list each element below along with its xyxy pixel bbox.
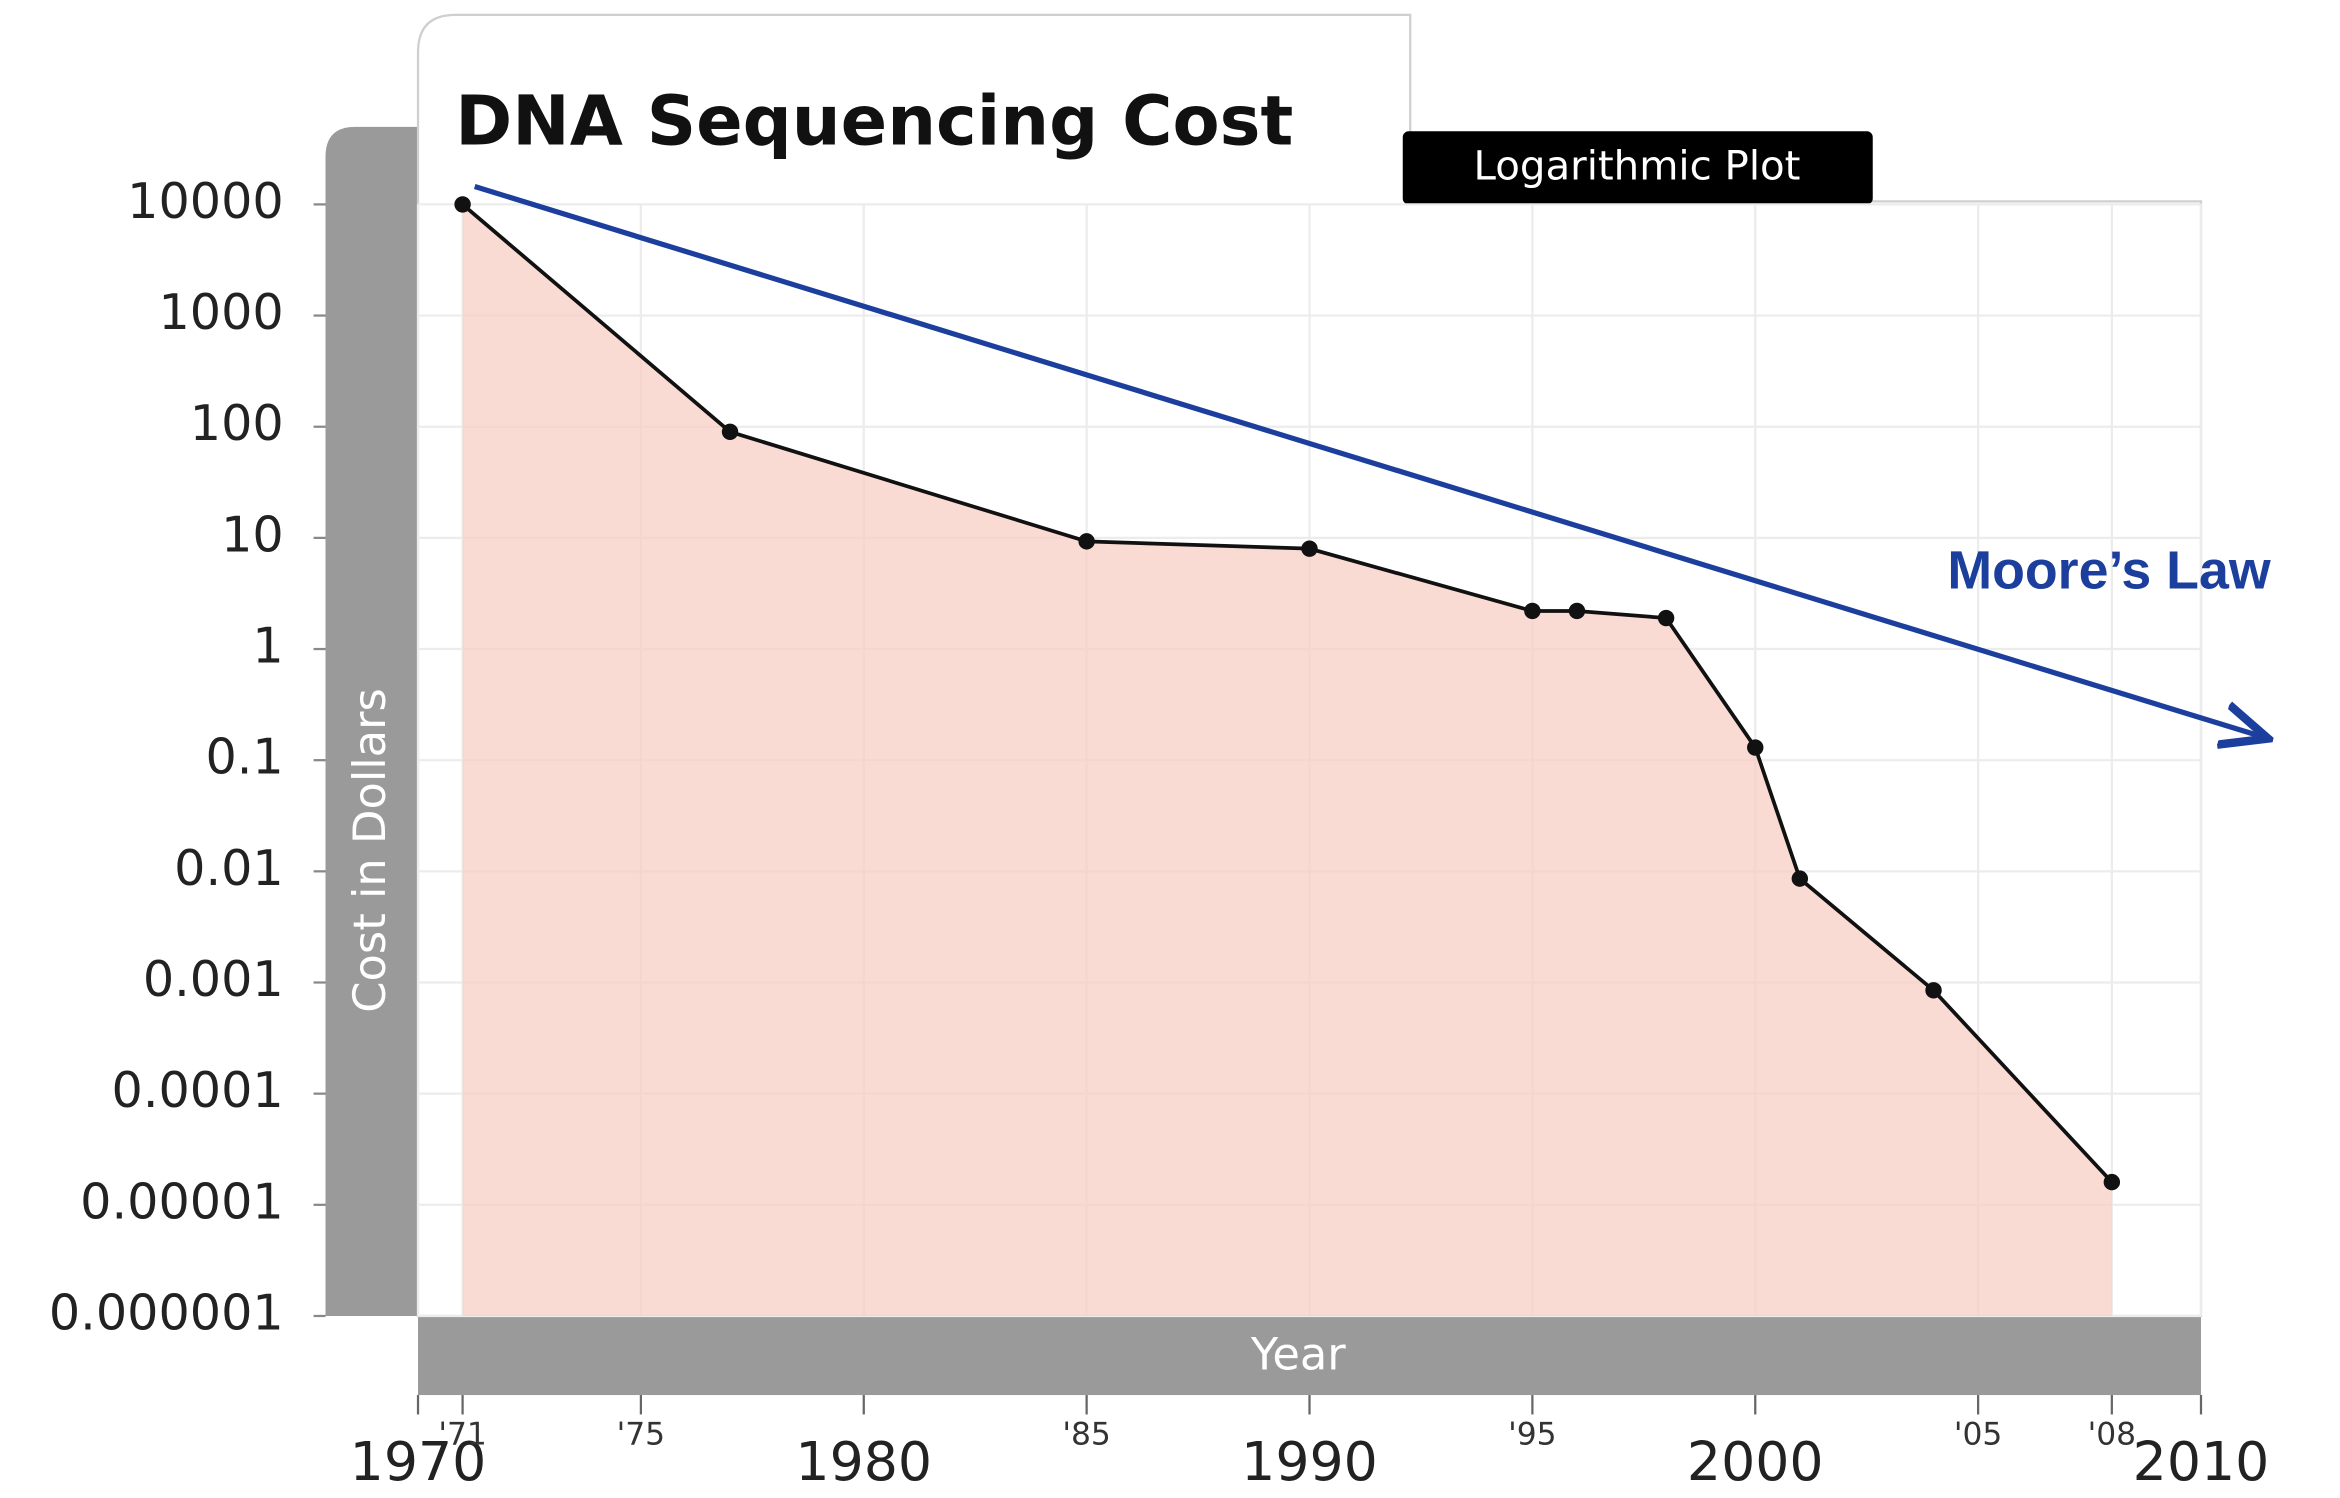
y-tick-label: 0.01 bbox=[174, 839, 284, 897]
x-tick-label: '75 bbox=[617, 1416, 665, 1452]
y-tick-label: 0.1 bbox=[205, 728, 283, 786]
point bbox=[1658, 610, 1674, 626]
x-tick-label: 2000 bbox=[1687, 1430, 1824, 1493]
point bbox=[1925, 982, 1941, 998]
y-tick-label: 10000 bbox=[127, 172, 284, 230]
point bbox=[1078, 533, 1094, 549]
point bbox=[1301, 540, 1317, 556]
chart-title: DNA Sequencing Cost bbox=[455, 81, 1293, 161]
y-tick-label: 0.00001 bbox=[80, 1172, 284, 1230]
y-tick-label: 1 bbox=[252, 617, 283, 675]
point bbox=[2104, 1174, 2120, 1190]
annotation: Moore’s Law bbox=[1947, 541, 2270, 601]
x-tick-label: '95 bbox=[1508, 1416, 1556, 1452]
x-tick-label: '71 bbox=[438, 1416, 486, 1452]
point bbox=[1569, 603, 1585, 619]
chart: DNA Sequencing Cost Logarithmic Plot Yea… bbox=[0, 0, 2340, 1498]
x-tick-label: '85 bbox=[1062, 1416, 1110, 1452]
y-tick-label: 0.000001 bbox=[49, 1283, 284, 1341]
point bbox=[1747, 739, 1763, 755]
x-axis-label: Year bbox=[1250, 1328, 1346, 1381]
point bbox=[454, 196, 470, 212]
point bbox=[1524, 603, 1540, 619]
y-tick-label: 1000 bbox=[158, 283, 283, 341]
x-tick-label: 1980 bbox=[795, 1430, 932, 1493]
y-tick-label: 10 bbox=[221, 505, 284, 563]
y-tick-label: 0.0001 bbox=[112, 1061, 284, 1119]
x-tick-label: '08 bbox=[2088, 1416, 2136, 1452]
chart-subtitle: Logarithmic Plot bbox=[1474, 144, 1801, 190]
point bbox=[1792, 870, 1808, 886]
x-tick-label: '05 bbox=[1954, 1416, 2002, 1452]
point bbox=[722, 424, 738, 440]
y-axis-label: Cost in Dollars bbox=[343, 688, 396, 1013]
x-tick-label: 2010 bbox=[2133, 1430, 2270, 1493]
y-tick-label: 0.001 bbox=[143, 950, 284, 1008]
y-tick-label: 100 bbox=[190, 394, 284, 452]
x-tick-label: 1990 bbox=[1241, 1430, 1378, 1493]
